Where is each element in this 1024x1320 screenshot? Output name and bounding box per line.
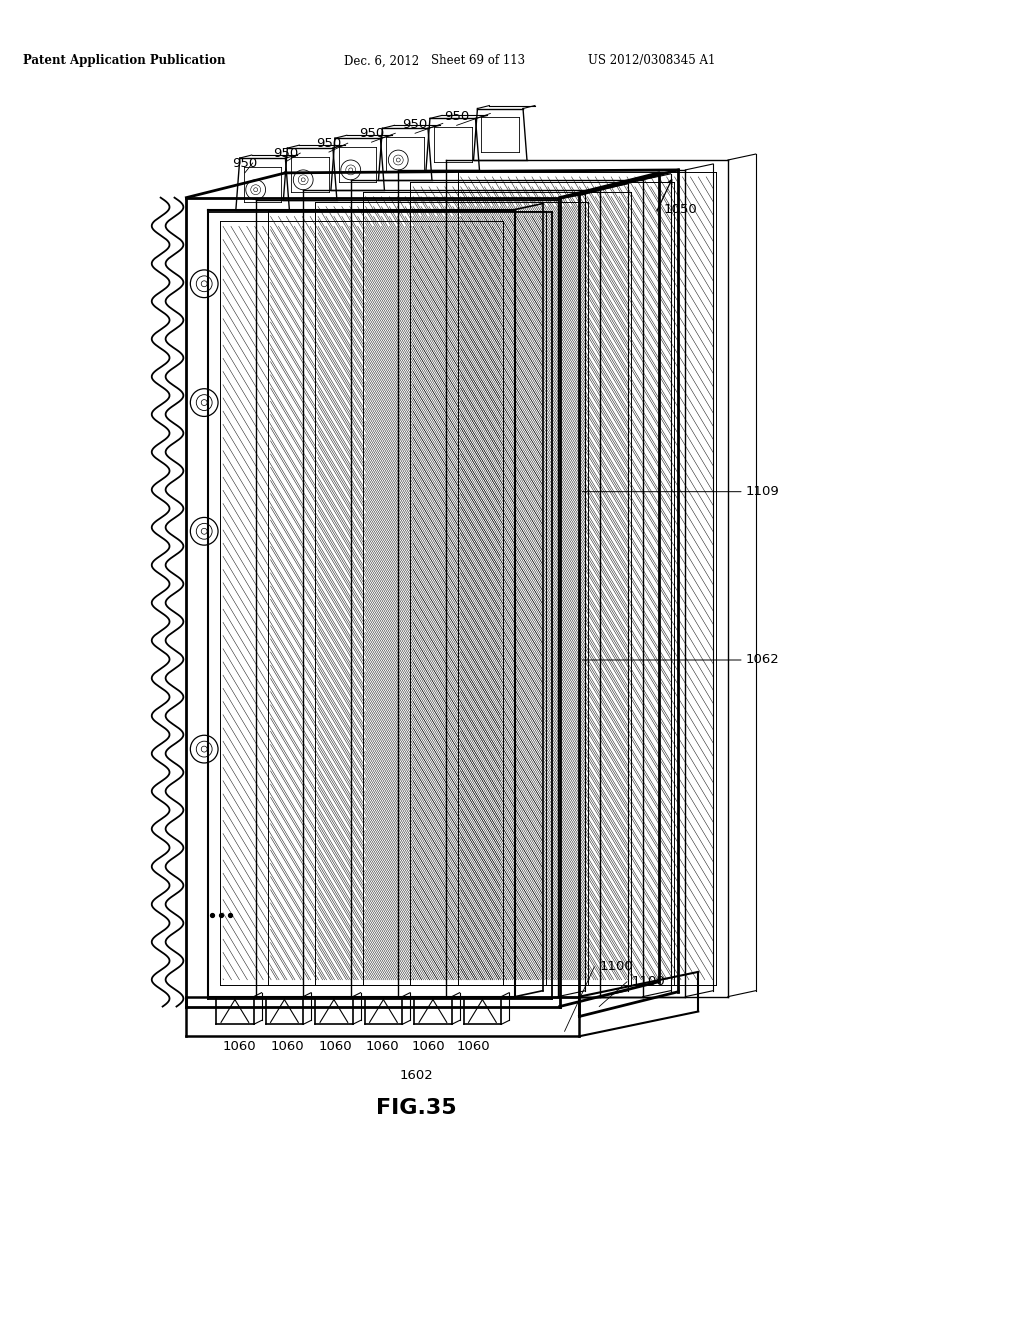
Text: 950: 950 — [316, 137, 342, 149]
Text: Sheet 69 of 113: Sheet 69 of 113 — [431, 54, 525, 67]
Text: 950: 950 — [232, 157, 257, 170]
Text: 950: 950 — [358, 127, 384, 140]
Text: 1100: 1100 — [632, 975, 666, 989]
Text: 950: 950 — [272, 147, 298, 160]
Text: 950: 950 — [402, 117, 428, 131]
Text: FIG.35: FIG.35 — [376, 1097, 457, 1118]
Text: 1060: 1060 — [412, 1040, 444, 1052]
Text: 1060: 1060 — [457, 1040, 490, 1052]
Text: 1060: 1060 — [270, 1040, 304, 1052]
Text: 1060: 1060 — [223, 1040, 257, 1052]
Text: 1060: 1060 — [318, 1040, 351, 1052]
Text: 1062: 1062 — [745, 653, 779, 667]
Text: 1100: 1100 — [599, 961, 633, 973]
Text: US 2012/0308345 A1: US 2012/0308345 A1 — [588, 54, 716, 67]
Text: 1602: 1602 — [399, 1069, 433, 1082]
Text: 950: 950 — [444, 110, 469, 123]
Text: 1060: 1060 — [366, 1040, 399, 1052]
Text: Dec. 6, 2012: Dec. 6, 2012 — [344, 54, 419, 67]
Text: Patent Application Publication: Patent Application Publication — [23, 54, 225, 67]
Text: 1050: 1050 — [664, 203, 697, 216]
Text: 1109: 1109 — [745, 486, 779, 498]
